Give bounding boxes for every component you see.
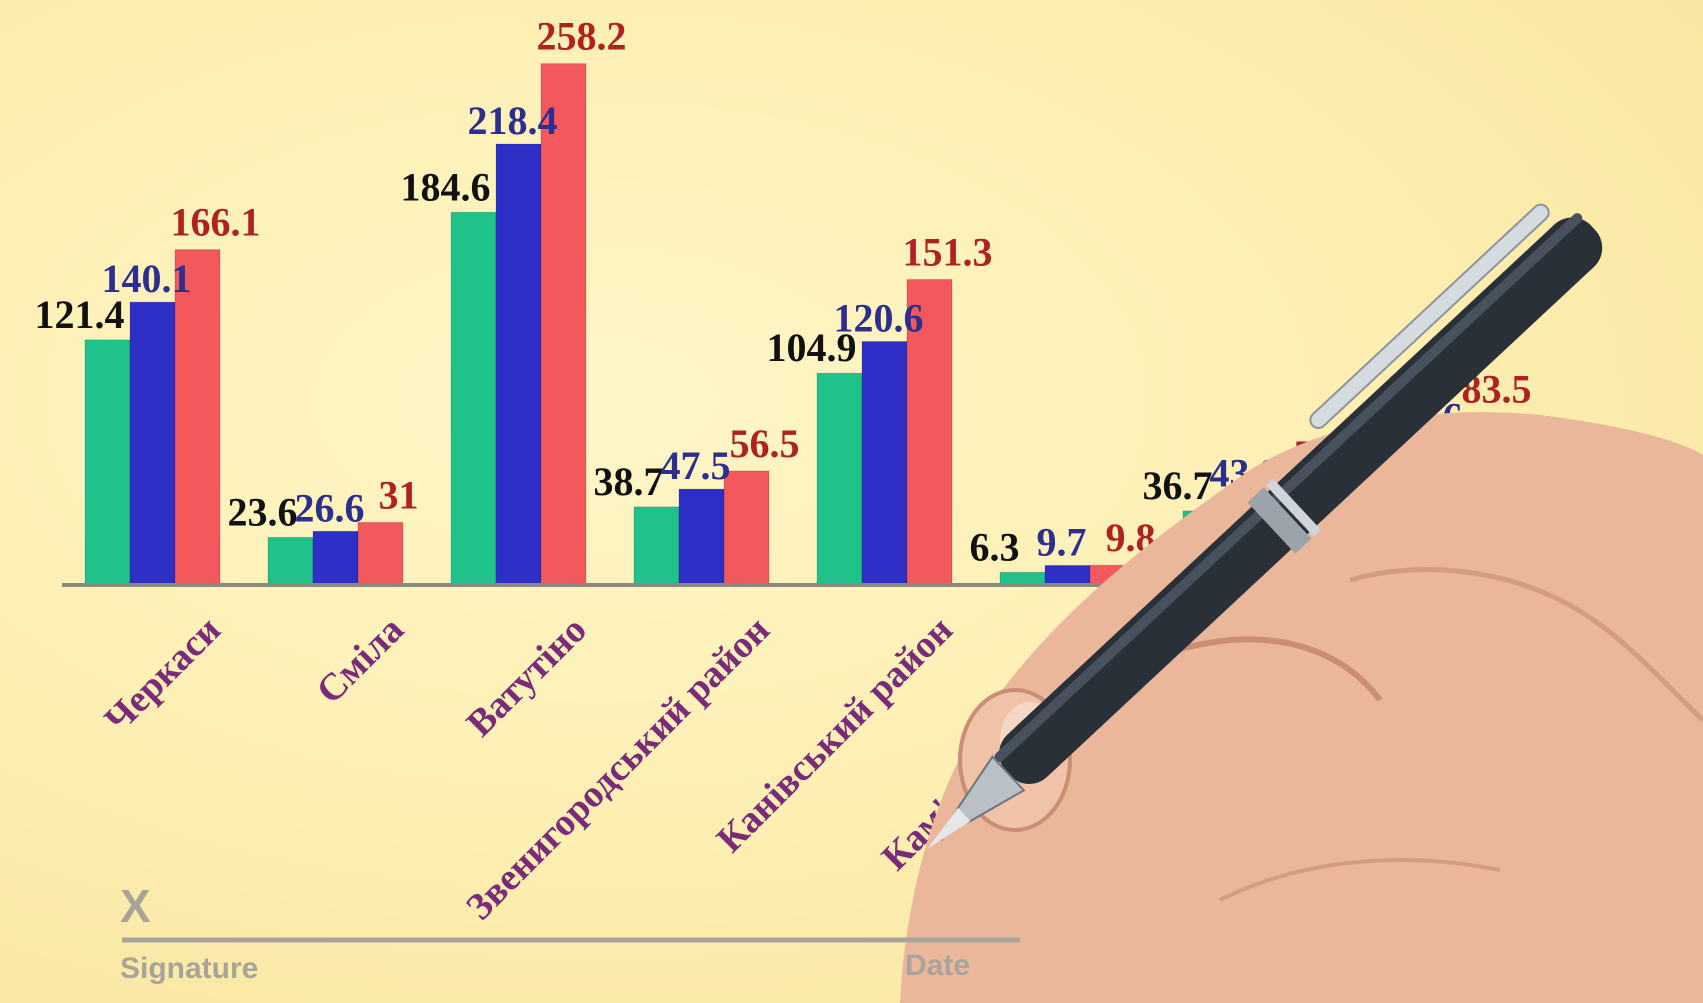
signature-label: Signature xyxy=(120,952,258,985)
bar-series1-2 xyxy=(267,536,314,586)
data-label-series1-1: 121.4 xyxy=(35,292,125,337)
bar-series2-3 xyxy=(495,143,542,586)
signature-area: X Signature Date xyxy=(120,880,1020,985)
data-label-series1-4: 38.7 xyxy=(594,459,664,504)
hand-holding-pen-icon xyxy=(900,203,1703,1003)
data-label-series3-2: 31 xyxy=(379,472,419,517)
data-label-series1-7: 36.7 xyxy=(1143,463,1213,508)
data-label-series3-3: 258.2 xyxy=(537,14,627,59)
bar-series2-2 xyxy=(312,530,359,586)
data-label-series3-1: 166.1 xyxy=(171,200,261,245)
category-label-1: Черкаси xyxy=(97,609,229,741)
bar-series2-6 xyxy=(1044,564,1091,586)
data-label-series2-3: 218.4 xyxy=(468,98,558,143)
data-label-series1-5: 104.9 xyxy=(767,325,857,370)
data-label-series3-4: 56.5 xyxy=(730,421,800,466)
data-label-series1-3: 184.6 xyxy=(401,164,491,209)
bar-series3-4 xyxy=(723,470,770,586)
data-label-series3-5: 151.3 xyxy=(903,229,993,274)
data-label-series2-1: 140.1 xyxy=(102,256,192,301)
bar-series3-2 xyxy=(357,521,404,586)
bar-series3-5 xyxy=(906,278,953,586)
bar-series3-1 xyxy=(174,249,221,586)
bar-series2-1 xyxy=(129,301,176,586)
signature-x-mark: X xyxy=(120,880,151,932)
data-label-series2-4: 47.5 xyxy=(661,443,731,488)
data-label-series2-2: 26.6 xyxy=(295,485,365,530)
category-label-2: Сміла xyxy=(308,609,411,712)
bar-series1-5 xyxy=(816,372,863,586)
bar-series1-4 xyxy=(633,506,680,586)
bar-series1-3 xyxy=(450,211,497,586)
category-label-4: Звенигородський район xyxy=(458,609,778,929)
data-label-series1-2: 23.6 xyxy=(228,489,298,534)
category-label-3: Ватутіно xyxy=(459,609,595,745)
bar-series1-1 xyxy=(84,339,131,586)
bar-series2-4 xyxy=(678,488,725,586)
data-label-series2-5: 120.6 xyxy=(834,295,924,340)
date-label: Date xyxy=(905,949,970,982)
data-label-series2-6: 9.7 xyxy=(1037,519,1087,564)
data-label-series1-6: 6.3 xyxy=(970,524,1020,569)
bar-series2-5 xyxy=(861,340,908,586)
